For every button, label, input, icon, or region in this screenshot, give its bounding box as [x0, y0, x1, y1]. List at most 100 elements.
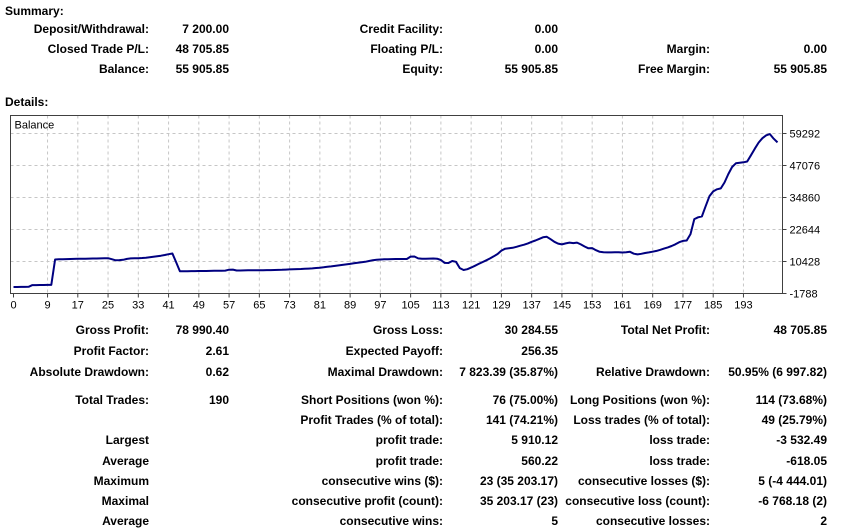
chart-border	[10, 115, 783, 294]
summary-value: 7 200.00	[182, 22, 229, 36]
balance-line	[13, 133, 779, 288]
stat-label: consecutive losses:	[595, 514, 710, 529]
y-axis-label: 10428	[790, 257, 821, 269]
stat-value: 0.62	[205, 365, 229, 379]
x-axis-label: 129	[492, 300, 510, 312]
x-axis-label: 9	[44, 300, 50, 312]
x-axis-label: 33	[132, 300, 144, 312]
x-axis-label: 121	[462, 300, 480, 312]
stat-label: Short Positions (won %):	[301, 393, 443, 407]
details-heading: Details:	[5, 95, 49, 109]
stat-value: 141 (74.21%)	[485, 413, 558, 428]
summary-value: 0.00	[534, 42, 558, 56]
stat-label: Relative Drawdown:	[595, 365, 710, 379]
stat-label: Expected Payoff:	[345, 344, 443, 358]
stat-label: Total Trades:	[75, 393, 149, 407]
x-axis-label: 81	[314, 300, 326, 312]
summary-label: Equity:	[402, 62, 443, 76]
stat-value: 48 705.85	[773, 323, 827, 337]
summary-label: Floating P/L:	[370, 42, 443, 56]
stat-value: 30 284.55	[504, 323, 558, 337]
stat-label: consecutive losses ($):	[577, 473, 710, 488]
summary-value: 0.00	[534, 22, 558, 36]
stat-value	[149, 471, 229, 491]
stat-value	[149, 430, 229, 450]
stat-value: 5	[551, 514, 558, 529]
stat-value: 190	[208, 393, 229, 407]
summary-table: Deposit/Withdrawal: 7 200.00 Credit Facili…	[0, 19, 827, 79]
summary-label	[558, 19, 710, 39]
stat-label: consecutive loss (count):	[565, 493, 710, 508]
summary-label: Deposit/Withdrawal:	[33, 22, 149, 36]
stat-label: Largest	[105, 433, 149, 448]
stat-value: 49 (25.79%)	[761, 413, 827, 428]
stat-value: 78 990.40	[175, 323, 229, 337]
balance-chart: 59292 47076 34860 22644 10428 -1788 0 9 17 25 33 41…	[0, 110, 845, 315]
x-axis-label: 49	[193, 300, 205, 312]
stat-value: 2	[820, 514, 827, 529]
stat-value: 35 203.17 (23)	[479, 493, 558, 508]
stat-label: Loss trades (% of total):	[573, 413, 710, 428]
stat-value	[149, 410, 229, 430]
stat-label: consecutive wins ($):	[321, 473, 443, 488]
stat-label: profit trade:	[375, 453, 443, 468]
trade-stats-table: Total Trades: 190 Short Positions (won %):…	[0, 390, 827, 531]
summary-label: Credit Facility:	[359, 22, 443, 36]
stat-label: Profit Factor:	[73, 344, 149, 358]
stat-label: Average	[102, 453, 149, 468]
stat-value: 114 (73.68%)	[755, 393, 827, 407]
stat-label: Absolute Drawdown:	[29, 365, 149, 379]
stat-label: loss trade:	[649, 453, 710, 468]
stat-value	[710, 341, 827, 362]
x-axis-label: 65	[253, 300, 265, 312]
stat-label: Gross Profit:	[75, 323, 149, 337]
stat-label: consecutive profit (count):	[291, 493, 443, 508]
stat-label	[558, 341, 710, 362]
stat-value	[149, 491, 229, 511]
x-axis-label: 185	[704, 300, 722, 312]
stat-value: 7 823.39 (35.87%)	[459, 365, 558, 379]
stat-value: 5 (-4 444.01)	[758, 473, 827, 488]
y-axis-label: 22644	[790, 225, 821, 237]
x-axis-label: 17	[72, 300, 84, 312]
details-stats-table: Gross Profit: 78 990.40 Gross Loss: 30 284.…	[0, 320, 827, 383]
stat-value: -6 768.18 (2)	[758, 493, 827, 508]
y-axis-label: 47076	[790, 161, 821, 173]
summary-label: Free Margin:	[637, 62, 710, 76]
x-axis-label: 57	[223, 300, 235, 312]
y-axis-label: 34860	[790, 193, 821, 205]
x-axis-label: 193	[734, 300, 752, 312]
stat-label: consecutive wins:	[339, 514, 443, 529]
stat-label: Maximal	[101, 493, 149, 508]
summary-value: 0.00	[803, 42, 827, 56]
stat-label: Long Positions (won %):	[570, 393, 710, 407]
stat-value: 2.61	[205, 344, 229, 358]
y-axis-label: -1788	[790, 289, 818, 301]
summary-heading: Summary:	[5, 4, 64, 18]
stat-label: loss trade:	[649, 433, 710, 448]
x-axis-label: 97	[374, 300, 386, 312]
x-axis-label: 177	[674, 300, 692, 312]
stat-value	[149, 451, 229, 471]
summary-value: 55 905.85	[175, 62, 229, 76]
stat-label: Maximal Drawdown:	[327, 365, 443, 379]
summary-value: 55 905.85	[504, 62, 558, 76]
x-axis-label: 25	[102, 300, 114, 312]
summary-label: Balance:	[98, 62, 149, 76]
x-axis-label: 73	[283, 300, 295, 312]
summary-value	[710, 19, 827, 39]
x-axis-label: 161	[613, 300, 631, 312]
chart-series-label: Balance	[15, 120, 55, 132]
x-axis-label: 113	[432, 300, 450, 312]
summary-label: Margin:	[666, 42, 710, 56]
x-axis-label: 153	[583, 300, 601, 312]
stat-value: 256.35	[521, 344, 558, 358]
stat-value	[149, 511, 229, 531]
stat-label	[0, 410, 149, 430]
y-axis-label: 59292	[790, 129, 821, 141]
x-axis-label: 137	[522, 300, 540, 312]
stat-label: Total Net Profit:	[620, 323, 710, 337]
stat-value: 23 (35 203.17)	[479, 473, 558, 488]
stat-value: 76 (75.00%)	[492, 393, 558, 407]
stat-label: Profit Trades (% of total):	[300, 413, 443, 428]
